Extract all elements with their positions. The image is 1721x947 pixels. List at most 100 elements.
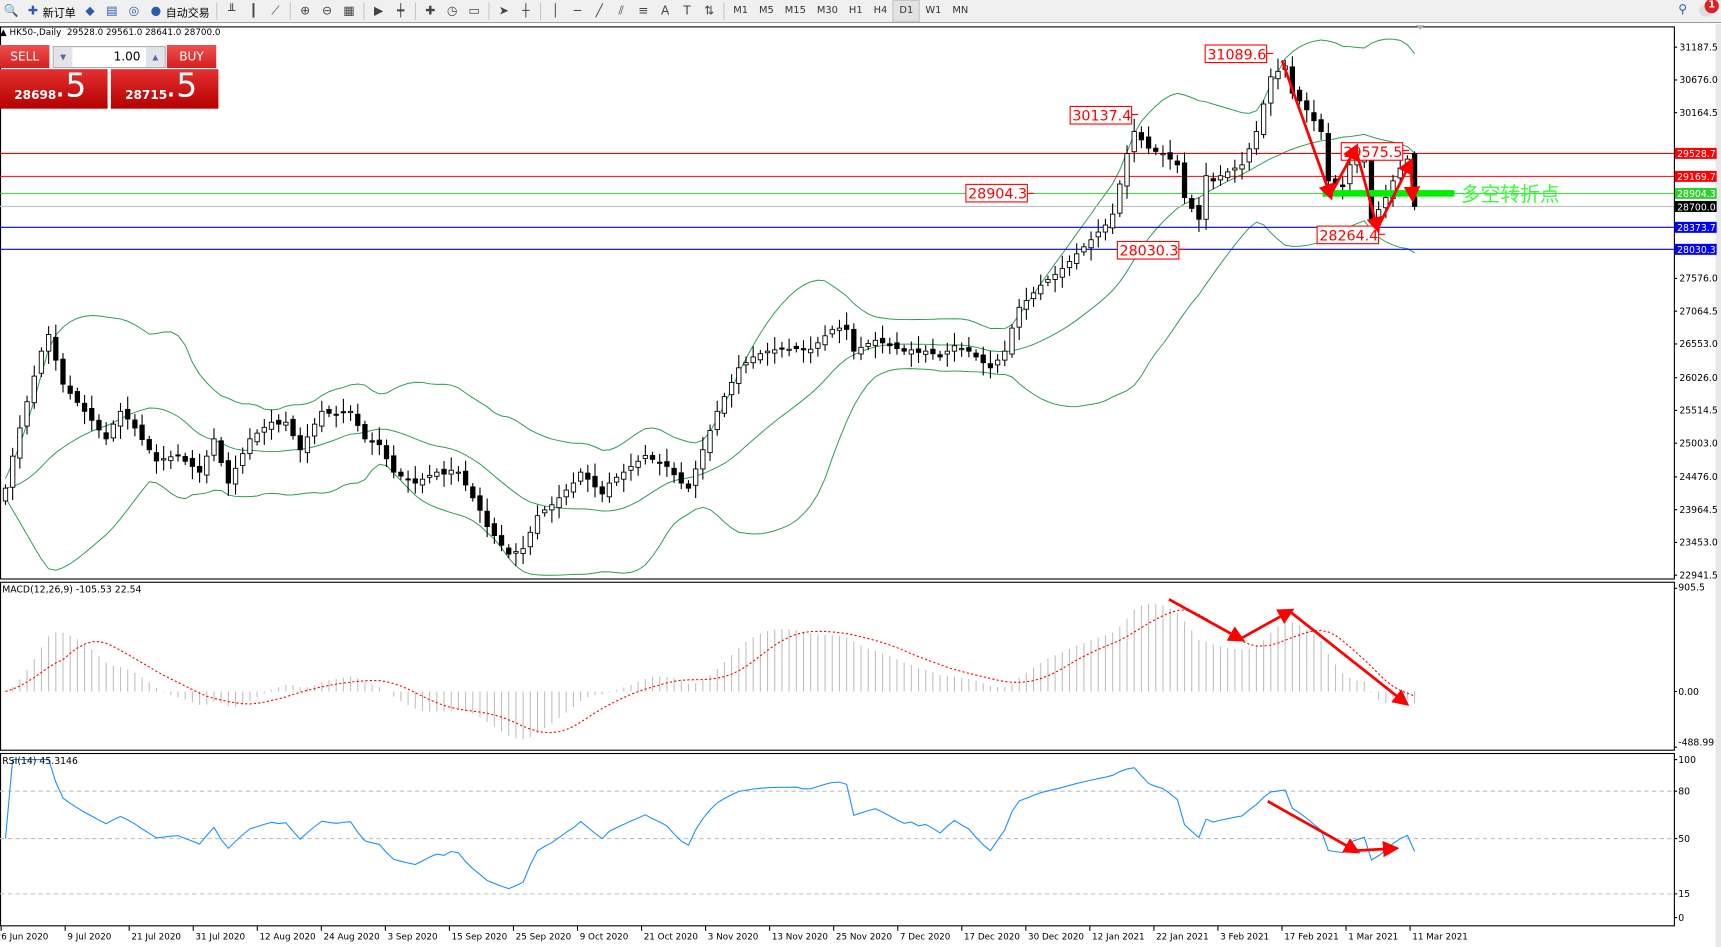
- tool-crosshair[interactable]: ┼: [515, 1, 537, 21]
- tool-equidistant-channel[interactable]: ⫽: [610, 1, 632, 21]
- tool-text[interactable]: A: [654, 1, 676, 21]
- sell-button[interactable]: SELL: [0, 45, 50, 69]
- candle-body: [959, 348, 965, 351]
- candle-body: [211, 438, 217, 456]
- candle: [1253, 120, 1260, 155]
- candle-body: [764, 350, 771, 354]
- tool-bar-chart[interactable]: ╨: [221, 1, 243, 21]
- candle: [1088, 231, 1094, 261]
- candle: [1325, 122, 1331, 187]
- toolbar-button-signals[interactable]: ◎: [123, 1, 145, 21]
- candle-body: [915, 348, 922, 353]
- price-axis-label: 22941.5: [1679, 570, 1718, 581]
- candle: [923, 345, 929, 363]
- candle-body: [383, 445, 390, 460]
- candle: [376, 427, 382, 456]
- candle-body: [1411, 153, 1418, 207]
- tile-windows-icon: ▦: [343, 3, 355, 18]
- timeframe-m30[interactable]: M30: [816, 5, 838, 17]
- timeframe-mn[interactable]: MN: [952, 5, 969, 17]
- candle: [1124, 145, 1130, 199]
- candle: [304, 424, 311, 464]
- candle-body: [1009, 327, 1015, 355]
- toolbar-divider: [414, 2, 416, 20]
- timeframe-m1[interactable]: M1: [733, 5, 749, 17]
- timeframe-m5[interactable]: M5: [758, 5, 774, 17]
- candle-body: [613, 476, 620, 483]
- toolbar-button-new-order[interactable]: ✚ 新订单: [22, 1, 79, 21]
- price-axis-label: 30676.0: [1679, 75, 1718, 86]
- candle: [189, 450, 196, 480]
- toolbar-button-market-watch[interactable]: ◆: [79, 1, 101, 21]
- buy-price-button[interactable]: 28715 .5: [110, 67, 219, 109]
- sell-price-button[interactable]: 28698 .5: [0, 67, 108, 109]
- toolbar-button-navigator[interactable]: ▤: [101, 1, 123, 21]
- tool-periods[interactable]: ◷: [441, 1, 463, 21]
- candle: [340, 398, 347, 424]
- tool-indicators[interactable]: ✚: [419, 1, 441, 21]
- candle: [1153, 144, 1159, 156]
- candle-body: [858, 346, 864, 355]
- candle: [326, 405, 332, 418]
- candle: [728, 374, 735, 408]
- candle: [441, 460, 447, 487]
- tool-text-label[interactable]: T: [676, 1, 698, 21]
- candle-body: [1016, 306, 1022, 328]
- collapse-triangle-icon[interactable]: ▲: [0, 27, 10, 38]
- rsi-line: [4, 758, 1416, 890]
- price-label-box: [1069, 105, 1133, 125]
- candle: [17, 415, 23, 469]
- lot-size-stepper[interactable]: ▼ 1.00 ▲: [52, 46, 166, 69]
- candle: [268, 409, 275, 440]
- tool-fibonacci[interactable]: ≡: [632, 1, 654, 21]
- candle-body: [484, 510, 490, 528]
- date-axis-label: 21 Jul 2020: [131, 933, 181, 943]
- lot-size-input[interactable]: 1.00: [113, 49, 141, 64]
- timeframe-d1[interactable]: D1: [892, 0, 920, 22]
- buy-button[interactable]: BUY: [166, 45, 217, 69]
- scrollbar[interactable]: [1715, 24, 1721, 947]
- timeframe-w1[interactable]: W1: [925, 5, 942, 17]
- candle-body: [225, 460, 231, 484]
- increase-lot-icon[interactable]: ▲: [145, 47, 165, 67]
- price-label-text: 28904.3: [968, 187, 1027, 203]
- candle-body: [570, 482, 577, 493]
- decrease-lot-icon[interactable]: ▼: [53, 47, 73, 67]
- candle: [1023, 287, 1029, 320]
- tool-tile-windows[interactable]: ▦: [338, 1, 360, 21]
- tool-arrows[interactable]: ⇅: [698, 1, 720, 21]
- tool-vertical-line[interactable]: │: [544, 1, 566, 21]
- tool-horizontal-line[interactable]: ─: [566, 1, 588, 21]
- macd-arrow: [1288, 610, 1410, 706]
- candle: [60, 353, 66, 393]
- timeframe-h1[interactable]: H1: [848, 5, 863, 17]
- timeframe-h4[interactable]: H4: [873, 5, 888, 17]
- rsi-axis-label: 15: [1678, 889, 1690, 900]
- search-icon[interactable]: ⚲: [1678, 2, 1688, 17]
- tool-candlestick[interactable]: ┃: [243, 1, 265, 21]
- candle-body: [1397, 167, 1403, 179]
- tool-zoom-out[interactable]: ⊖: [316, 1, 338, 21]
- toolbar-button-auto-trading[interactable]: ● 自动交易: [145, 1, 213, 21]
- tool-trendline[interactable]: ╱: [588, 1, 610, 21]
- toolbar-button-zoom-window[interactable]: 🔍: [0, 1, 22, 21]
- tool-auto-scroll[interactable]: ▶: [368, 1, 390, 21]
- candle-body: [951, 345, 958, 352]
- candle-body: [800, 348, 807, 351]
- tool-zoom-in[interactable]: ⊕: [294, 1, 316, 21]
- candle: [994, 354, 1001, 374]
- price-axis-label: 23453.0: [1679, 538, 1718, 549]
- tool-chart-shift[interactable]: ┿: [390, 1, 412, 21]
- candle-body: [966, 347, 972, 352]
- tool-cursor[interactable]: ➤: [493, 1, 515, 21]
- candle-body: [103, 432, 109, 440]
- candle: [347, 405, 354, 421]
- timeframe-m15[interactable]: M15: [784, 5, 806, 17]
- notifications-button[interactable]: 1: [1699, 0, 1719, 19]
- tool-line-chart[interactable]: ⟋: [265, 1, 287, 21]
- price-tag: 29169.7: [1677, 172, 1716, 183]
- candle: [1059, 255, 1065, 288]
- main-pane: [0, 26, 1675, 580]
- tool-templates[interactable]: ▭: [463, 1, 485, 21]
